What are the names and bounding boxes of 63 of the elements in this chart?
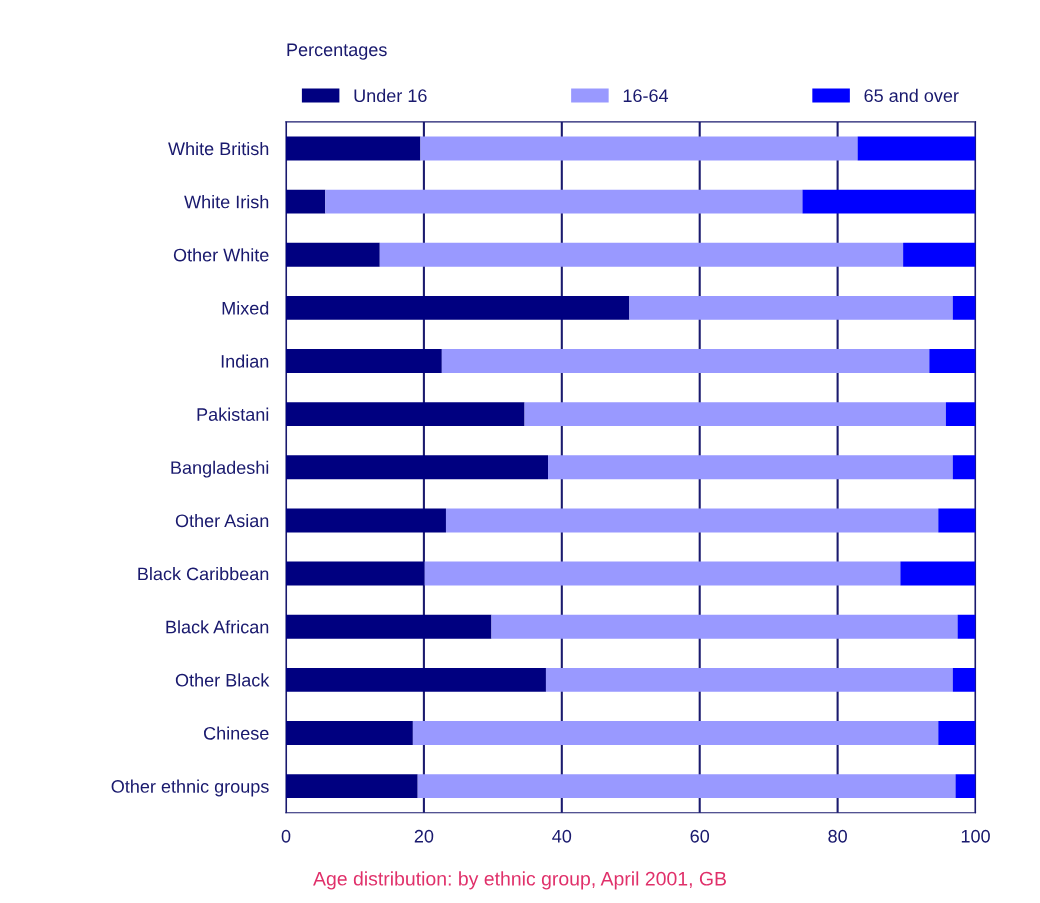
bar — [955, 774, 976, 799]
bar — [629, 295, 953, 320]
bar — [379, 242, 904, 267]
bar — [325, 189, 803, 214]
bar — [420, 136, 858, 161]
y-tick-label: Black Caribbean — [138, 567, 269, 581]
bar — [548, 455, 953, 480]
bar — [424, 561, 901, 586]
bar — [945, 402, 976, 427]
bar — [857, 136, 976, 161]
bar — [929, 349, 976, 373]
bar — [524, 402, 946, 427]
bar — [952, 455, 976, 480]
y-tick-label: Chinese — [204, 726, 269, 740]
bar — [952, 667, 976, 692]
bar — [545, 667, 953, 692]
x-tick-label: 60 — [690, 829, 710, 843]
y-tick-label: Black African — [166, 620, 269, 634]
bar — [445, 508, 939, 533]
bar — [286, 295, 630, 320]
y-tick-label: Indian — [221, 354, 269, 368]
bar — [286, 667, 546, 692]
text: Percentages — [287, 43, 387, 60]
legend-label: 65 and over — [864, 88, 959, 103]
y-tick-label: Other White — [173, 248, 269, 262]
x-tick-label: 80 — [828, 829, 847, 843]
bar — [286, 508, 446, 533]
bar — [938, 508, 976, 533]
bar — [900, 561, 976, 586]
bar — [286, 242, 380, 267]
bar — [286, 561, 425, 586]
bar — [957, 614, 976, 639]
x-tick-label: 40 — [552, 829, 572, 843]
text: Age distribution: by ethnic group, April 2001, GB — [313, 871, 726, 890]
bar — [938, 721, 976, 745]
y-tick-label: Mixed — [222, 301, 269, 315]
bar — [286, 189, 326, 214]
y-tick-label: Other Asian — [175, 513, 269, 528]
bar — [491, 614, 958, 639]
bar — [286, 136, 421, 161]
bar — [441, 349, 930, 373]
bar — [903, 242, 976, 267]
y-tick-label: Bangladeshi — [171, 460, 269, 478]
bar — [286, 349, 442, 373]
bar — [952, 295, 976, 320]
x-tick-label: 0 — [281, 829, 291, 843]
bar — [286, 721, 413, 745]
bar — [412, 721, 939, 745]
y-tick-label: White British — [168, 141, 269, 156]
y-tick-label: Pakistani — [197, 407, 269, 421]
x-tick-label: 100 — [961, 829, 990, 843]
bar — [286, 455, 549, 480]
legend-label: 16-64 — [623, 89, 669, 103]
y-tick-label: Other Black — [175, 673, 270, 687]
bar — [286, 402, 525, 427]
bar — [286, 614, 492, 639]
bar — [286, 774, 418, 799]
y-tick-label: White Irish — [184, 195, 269, 209]
bar — [417, 774, 956, 799]
x-tick-label: 20 — [414, 829, 434, 843]
legend-label: Under 16 — [354, 88, 427, 103]
bar — [802, 189, 976, 214]
y-tick-label: Other ethnic groups — [111, 779, 269, 797]
